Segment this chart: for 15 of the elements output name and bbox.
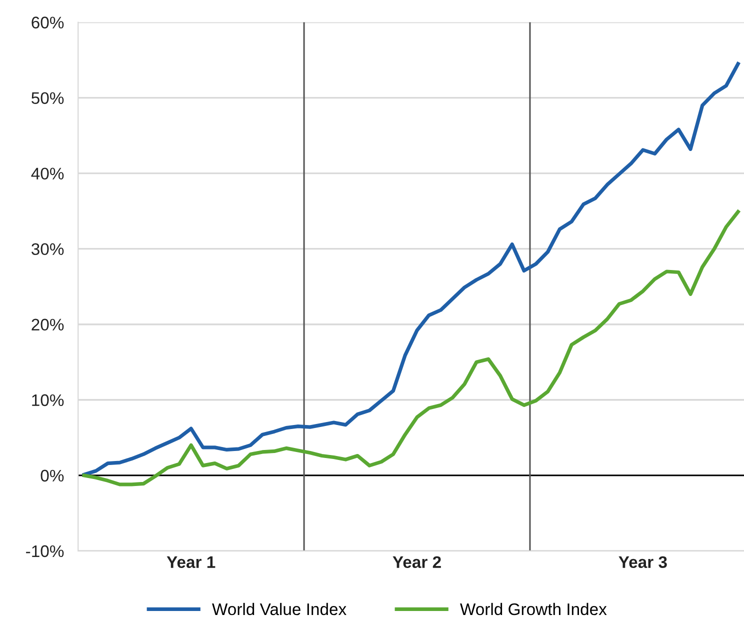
line-series bbox=[82, 210, 740, 486]
y-tick-label: 20% bbox=[32, 318, 64, 331]
x-tick-label: Year 2 bbox=[392, 556, 441, 568]
y-tick-label: 60% bbox=[32, 16, 64, 28]
y-tick-label: -10% bbox=[26, 545, 64, 558]
y-tick-label: 50% bbox=[32, 92, 64, 104]
x-tick-label: Year 3 bbox=[618, 556, 667, 568]
y-tick-label: 30% bbox=[32, 243, 64, 256]
y-tick-label: 0% bbox=[40, 470, 64, 482]
legend-label: World Value Index bbox=[212, 602, 346, 616]
y-tick-label: 10% bbox=[32, 394, 64, 406]
y-tick-label: 40% bbox=[31, 168, 64, 180]
x-tick-label: Year 1 bbox=[166, 556, 216, 568]
line-series bbox=[82, 62, 740, 476]
legend-label: World Growth Index bbox=[460, 602, 607, 616]
